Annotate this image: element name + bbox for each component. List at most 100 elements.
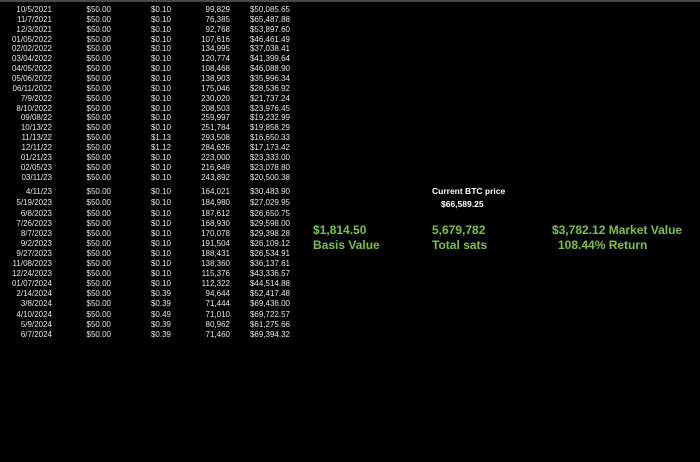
cell-date[interactable]: 02/02/2022 <box>11 44 52 54</box>
cell-fee[interactable]: $0.10 <box>150 123 171 133</box>
cell-btc-price[interactable]: $44,514.88 <box>249 279 290 289</box>
cell-btc-price[interactable]: $26,109.12 <box>249 238 290 248</box>
cell-fee[interactable]: $0.49 <box>150 309 171 319</box>
cell-amount[interactable]: $50.00 <box>86 228 111 238</box>
cell-amount[interactable]: $50.00 <box>86 113 111 123</box>
cell-sats[interactable]: 259,997 <box>201 113 230 123</box>
cell-sats[interactable]: 120,774 <box>201 54 230 64</box>
cell-amount[interactable]: $50.00 <box>86 93 111 103</box>
cell-btc-price[interactable]: $65,487.88 <box>249 14 290 24</box>
cell-sats[interactable]: 112,322 <box>201 279 230 289</box>
cell-date[interactable]: 05/06/2022 <box>11 74 52 84</box>
cell-fee[interactable]: $0.10 <box>150 54 171 64</box>
cell-btc-price[interactable]: $29,398.28 <box>249 228 290 238</box>
cell-amount[interactable]: $50.00 <box>86 83 111 93</box>
cell-amount[interactable]: $50.00 <box>86 74 111 84</box>
cell-sats[interactable]: 184,980 <box>201 198 230 208</box>
cell-sats[interactable]: 138,360 <box>201 259 230 269</box>
cell-btc-price[interactable]: $23,333.00 <box>249 152 290 162</box>
cell-sats[interactable]: 188,431 <box>201 248 230 258</box>
cell-fee[interactable]: $0.10 <box>150 269 171 279</box>
cell-fee[interactable]: $0.10 <box>150 208 171 218</box>
cell-fee[interactable]: $0.10 <box>150 103 171 113</box>
cell-btc-price[interactable]: $26,650.75 <box>249 208 290 218</box>
cell-amount[interactable]: $50.00 <box>86 5 111 14</box>
cell-amount[interactable]: $50.00 <box>86 218 111 228</box>
cell-btc-price[interactable]: $69,394.32 <box>249 329 290 339</box>
cell-fee[interactable]: $0.10 <box>150 152 171 162</box>
cell-sats[interactable]: 134,995 <box>201 44 230 54</box>
cell-amount[interactable]: $50.00 <box>86 208 111 218</box>
cell-sats[interactable]: 293,508 <box>201 133 230 143</box>
cell-amount[interactable]: $50.00 <box>86 279 111 289</box>
cell-amount[interactable]: $50.00 <box>86 152 111 162</box>
cell-btc-price[interactable]: $46,461.49 <box>249 34 290 44</box>
cell-btc-price[interactable]: $43,336.57 <box>249 269 290 279</box>
cell-btc-price[interactable]: $23,976.45 <box>249 103 290 113</box>
cell-sats[interactable]: 71,460 <box>205 329 230 339</box>
cell-date[interactable]: 2/14/2024 <box>16 289 52 299</box>
cell-btc-price[interactable]: $53,897.60 <box>249 24 290 34</box>
cell-sats[interactable]: 92,768 <box>205 24 230 34</box>
cell-sats[interactable]: 99,829 <box>205 5 230 14</box>
cell-btc-price[interactable]: $27,029.95 <box>249 198 290 208</box>
cell-amount[interactable]: $50.00 <box>86 198 111 208</box>
cell-amount[interactable]: $50.00 <box>86 14 111 24</box>
cell-fee[interactable]: $0.10 <box>150 172 171 182</box>
cell-amount[interactable]: $50.00 <box>86 123 111 133</box>
cell-date[interactable]: 6/7/2024 <box>20 329 52 339</box>
cell-btc-price[interactable]: $52,417.48 <box>249 289 290 299</box>
cell-amount[interactable]: $50.00 <box>86 64 111 74</box>
cell-btc-price[interactable]: $23,078.80 <box>249 162 290 172</box>
cell-fee[interactable]: $0.39 <box>150 299 171 309</box>
cell-date[interactable]: 03/04/2022 <box>11 54 52 64</box>
cell-date[interactable]: 04/05/2022 <box>11 64 52 74</box>
cell-amount[interactable]: $50.00 <box>86 238 111 248</box>
cell-date[interactable]: 12/11/22 <box>21 143 52 153</box>
cell-amount[interactable]: $50.00 <box>86 248 111 258</box>
cell-amount[interactable]: $50.00 <box>86 34 111 44</box>
cell-sats[interactable]: 80,962 <box>205 319 230 329</box>
cell-date[interactable]: 11/13/22 <box>21 133 52 143</box>
cell-date[interactable]: 4/10/2024 <box>16 309 52 319</box>
cell-sats[interactable]: 71,444 <box>205 299 230 309</box>
cell-date[interactable]: 11/08/2023 <box>12 259 52 269</box>
cell-date[interactable]: 12/3/2021 <box>16 24 52 34</box>
cell-sats[interactable]: 164,021 <box>201 187 230 197</box>
cell-date[interactable]: 7/9/2022 <box>20 93 52 103</box>
cell-fee[interactable]: $0.10 <box>150 218 171 228</box>
cell-sats[interactable]: 107,616 <box>201 34 230 44</box>
cell-sats[interactable]: 115,376 <box>201 269 230 279</box>
cell-amount[interactable]: $50.00 <box>86 54 111 64</box>
cell-fee[interactable]: $0.10 <box>150 83 171 93</box>
cell-date[interactable]: 9/27/2023 <box>16 248 52 258</box>
cell-sats[interactable]: 170,078 <box>201 228 230 238</box>
cell-amount[interactable]: $50.00 <box>86 299 111 309</box>
cell-amount[interactable]: $50.00 <box>86 172 111 182</box>
cell-btc-price[interactable]: $19,232.99 <box>249 113 290 123</box>
cell-fee[interactable]: $0.10 <box>150 44 171 54</box>
cell-fee[interactable]: $0.10 <box>150 24 171 34</box>
cell-date[interactable]: 01/21/23 <box>20 152 52 162</box>
cell-sats[interactable]: 216,649 <box>201 162 230 172</box>
cell-fee[interactable]: $0.39 <box>150 329 171 339</box>
cell-date[interactable]: 03/11/23 <box>21 172 52 182</box>
cell-amount[interactable]: $50.00 <box>86 259 111 269</box>
cell-date[interactable]: 06/11/2022 <box>12 83 52 93</box>
cell-fee[interactable]: $0.10 <box>150 259 171 269</box>
cell-amount[interactable]: $50.00 <box>86 103 111 113</box>
cell-sats[interactable]: 108,468 <box>201 64 230 74</box>
cell-fee[interactable]: $0.10 <box>150 198 171 208</box>
cell-amount[interactable]: $50.00 <box>86 187 111 197</box>
cell-btc-price[interactable]: $50,085.65 <box>249 5 290 14</box>
cell-btc-price[interactable]: $29,598.00 <box>249 218 290 228</box>
cell-btc-price[interactable]: $20,500.38 <box>249 172 290 182</box>
cell-btc-price[interactable]: $26,534.91 <box>249 248 290 258</box>
cell-date[interactable]: 8/7/2023 <box>20 228 52 238</box>
cell-fee[interactable]: $0.10 <box>150 74 171 84</box>
cell-fee[interactable]: $0.10 <box>150 64 171 74</box>
cell-date[interactable]: 5/19/2023 <box>16 198 52 208</box>
cell-btc-price[interactable]: $30,483.90 <box>249 187 290 197</box>
cell-btc-price[interactable]: $41,399.64 <box>249 54 290 64</box>
cell-sats[interactable]: 230,020 <box>201 93 230 103</box>
